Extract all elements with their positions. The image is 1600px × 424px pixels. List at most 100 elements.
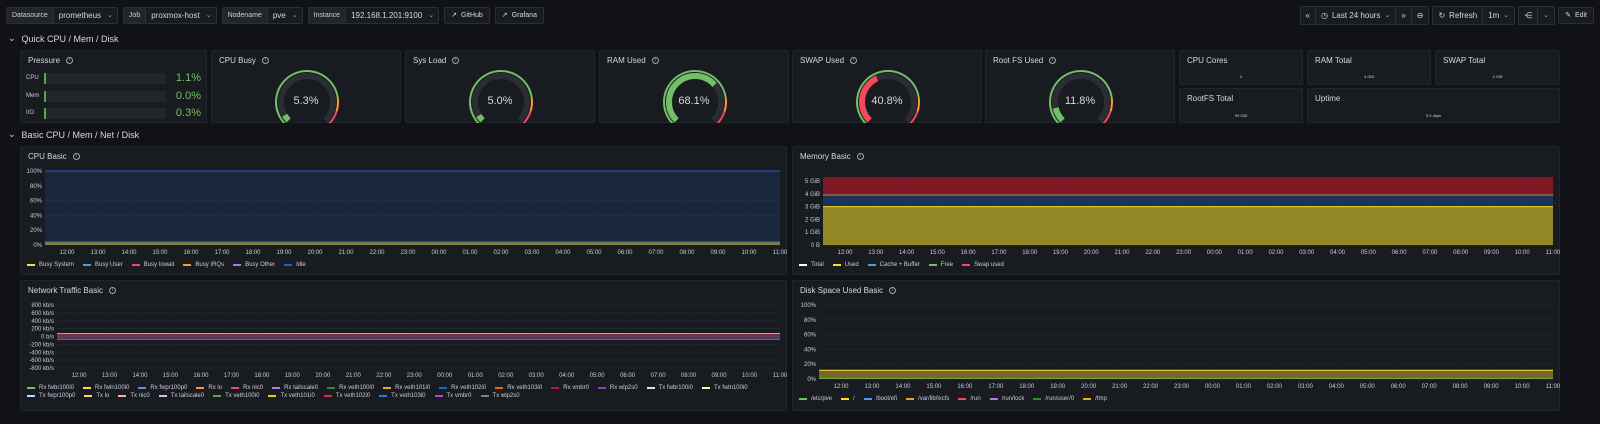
refresh-button[interactable]: ↻ Refresh [1433, 6, 1484, 24]
legend-swatch [323, 395, 332, 397]
pressure-label: Mem [26, 93, 40, 99]
legend-item[interactable]: /run/user/0 [1033, 396, 1074, 402]
info-icon[interactable]: i [261, 57, 269, 64]
legend-item[interactable]: Tx nic0 [118, 393, 150, 399]
x-tick-label: 10:00 [1515, 384, 1531, 390]
cpu-basic-chart[interactable]: 100% 80% 60% 40% 20% 0% 12:00 13:00 14:00 15:00 16… [21, 165, 788, 260]
share-menu-button[interactable]: ⌄ [1538, 7, 1554, 24]
info-icon[interactable]: i [651, 57, 659, 64]
legend-item[interactable]: Tx tailscale0 [158, 393, 204, 399]
series-idle [45, 171, 780, 242]
legend-item[interactable]: /tmp [1083, 396, 1107, 402]
variable-nodename[interactable]: Nodename pve ⌄ [221, 6, 303, 24]
variable-job[interactable]: Job proxmox-host ⌄ [122, 6, 217, 24]
x-tick-label: 08:00 [679, 250, 695, 256]
row-quick[interactable]: ⌄ Quick CPU / Mem / Disk [8, 33, 119, 44]
legend-item[interactable]: Rx tailscale0 [272, 385, 318, 391]
row-basic[interactable]: ⌄ Basic CPU / Mem / Net / Disk [8, 129, 139, 140]
variable-instance[interactable]: Instance 192.168.1.201:9100 ⌄ [307, 6, 440, 24]
panel-title: RAM Used [607, 56, 646, 65]
disk-basic-chart[interactable]: 100% 80% 60% 40% 20% 0% 12:00 13:00 14:00 15:00 16… [793, 299, 1561, 394]
y-tick-label: 0% [33, 243, 42, 249]
legend-item[interactable]: Total [799, 262, 824, 268]
legend-item[interactable]: Busy System [27, 262, 74, 268]
x-tick-label: 22:00 [1145, 250, 1161, 256]
legend-item[interactable]: /var/lib/lxcfs [906, 396, 949, 402]
legend-item[interactable]: Busy IRQs [183, 262, 224, 268]
x-tick-label: 07:00 [1422, 384, 1438, 390]
x-tick-label: 03:00 [524, 250, 540, 256]
legend-item[interactable]: Rx fwln100i0 [83, 385, 129, 391]
info-icon[interactable]: i [72, 153, 80, 160]
legend-item[interactable]: /run [958, 396, 981, 402]
legend-item[interactable]: Rx veth101i0 [383, 385, 430, 391]
legend-label: /tmp [1095, 396, 1107, 402]
info-icon[interactable]: i [889, 287, 897, 294]
panel-title: RootFS Total [1187, 94, 1234, 103]
legend-item[interactable]: Tx veth100i0 [213, 393, 259, 399]
legend-item[interactable]: Tx fwbr100i0 [646, 385, 693, 391]
legend-item[interactable]: Rx wlp2s0 [597, 385, 638, 391]
panel-title: SWAP Used [800, 56, 845, 65]
legend-item[interactable]: Busy Iowait [131, 262, 174, 268]
info-icon[interactable]: i [108, 287, 116, 294]
legend-swatch [495, 387, 504, 389]
grafana-link[interactable]: ↗ Grafana [494, 6, 544, 24]
legend-item[interactable]: Rx fwpr100p0 [138, 385, 187, 391]
info-icon[interactable]: i [850, 57, 858, 64]
legend-item[interactable]: Tx wlp2s0 [480, 393, 520, 399]
info-icon[interactable]: i [856, 153, 864, 160]
legend-item[interactable]: / [841, 396, 855, 402]
variable-value: 192.168.1.201:9100 [351, 10, 423, 20]
legend-item[interactable]: Tx lo [84, 393, 109, 399]
share-icon: ⋲ [1524, 10, 1533, 20]
share-button[interactable]: ⋲ [1519, 6, 1539, 24]
legend-item[interactable]: Used [832, 262, 859, 268]
legend-item[interactable]: Tx veth103i0 [379, 393, 426, 399]
gauge-threshold-green [856, 70, 920, 123]
legend-item[interactable]: Tx vmbr0 [434, 393, 472, 399]
legend-swatch [84, 395, 93, 397]
gauge-threshold-orange [335, 96, 339, 112]
legend-item[interactable]: Rx nic0 [231, 385, 263, 391]
info-icon[interactable]: i [452, 57, 460, 64]
github-link[interactable]: ↗ GitHub [444, 6, 490, 24]
variable-datasource[interactable]: Datasource prometheus ⌄ [6, 6, 118, 24]
legend-item[interactable]: Rx veth100i0 [327, 385, 374, 391]
refresh-interval-select[interactable]: 1m ⌄ [1483, 7, 1514, 24]
legend-item[interactable]: Tx fwln100i0 [701, 385, 748, 391]
legend-item[interactable]: Busy Other [233, 262, 275, 268]
legend-item[interactable]: Rx fwbr100i0 [27, 385, 74, 391]
info-icon[interactable]: i [66, 57, 74, 64]
time-range-button[interactable]: ◷ Last 24 hours ⌄ [1316, 6, 1397, 24]
time-shift-forward-button[interactable]: » [1396, 6, 1412, 24]
x-tick-label: 22:00 [376, 373, 392, 379]
x-tick-label: 15:00 [930, 250, 946, 256]
legend-item[interactable]: Cache + Buffer [867, 262, 920, 268]
legend-item[interactable]: Tx fwpr100p0 [27, 393, 75, 399]
variable-value: prometheus [58, 10, 102, 20]
legend-item[interactable]: Tx veth101i0 [268, 393, 315, 399]
zoom-out-button[interactable]: ⊖ [1412, 7, 1429, 24]
memory-basic-chart[interactable]: 5 GiB 4 GiB 3 GiB 2 GiB 1 GiB 0 B 12:00 13:00 14… [793, 165, 1561, 260]
legend-item[interactable]: Tx veth102i0 [323, 393, 370, 399]
legend-item[interactable]: Rx vmbr0 [551, 385, 589, 391]
edit-button[interactable]: ✎ Edit [1558, 6, 1594, 24]
legend-item[interactable]: Idle [284, 262, 306, 268]
x-tick-label: 09:00 [1484, 250, 1500, 256]
legend-item[interactable]: Free [928, 262, 953, 268]
legend-item[interactable]: Swap used [962, 262, 1004, 268]
legend-item[interactable]: Rx veth102i0 [439, 385, 486, 391]
legend-item[interactable]: /etc/pve [799, 396, 832, 402]
legend-item[interactable]: Rx lo [196, 385, 222, 391]
legend-item[interactable]: /boot/efi [863, 396, 897, 402]
legend-item[interactable]: Busy User [83, 262, 123, 268]
gauge-threshold-orange [1109, 96, 1113, 112]
legend-item[interactable]: Rx veth103i0 [495, 385, 542, 391]
network-basic-chart[interactable]: 800 kb/s 600 kb/s 400 kb/s 200 kb/s 0 b/s-20… [21, 299, 788, 385]
info-icon[interactable]: i [1049, 57, 1057, 64]
legend-item[interactable]: /run/lock [989, 396, 1024, 402]
y-tick-label: 0 b/s [41, 335, 54, 341]
legend-swatch [867, 264, 876, 266]
time-shift-back-button[interactable]: « [1301, 6, 1316, 24]
